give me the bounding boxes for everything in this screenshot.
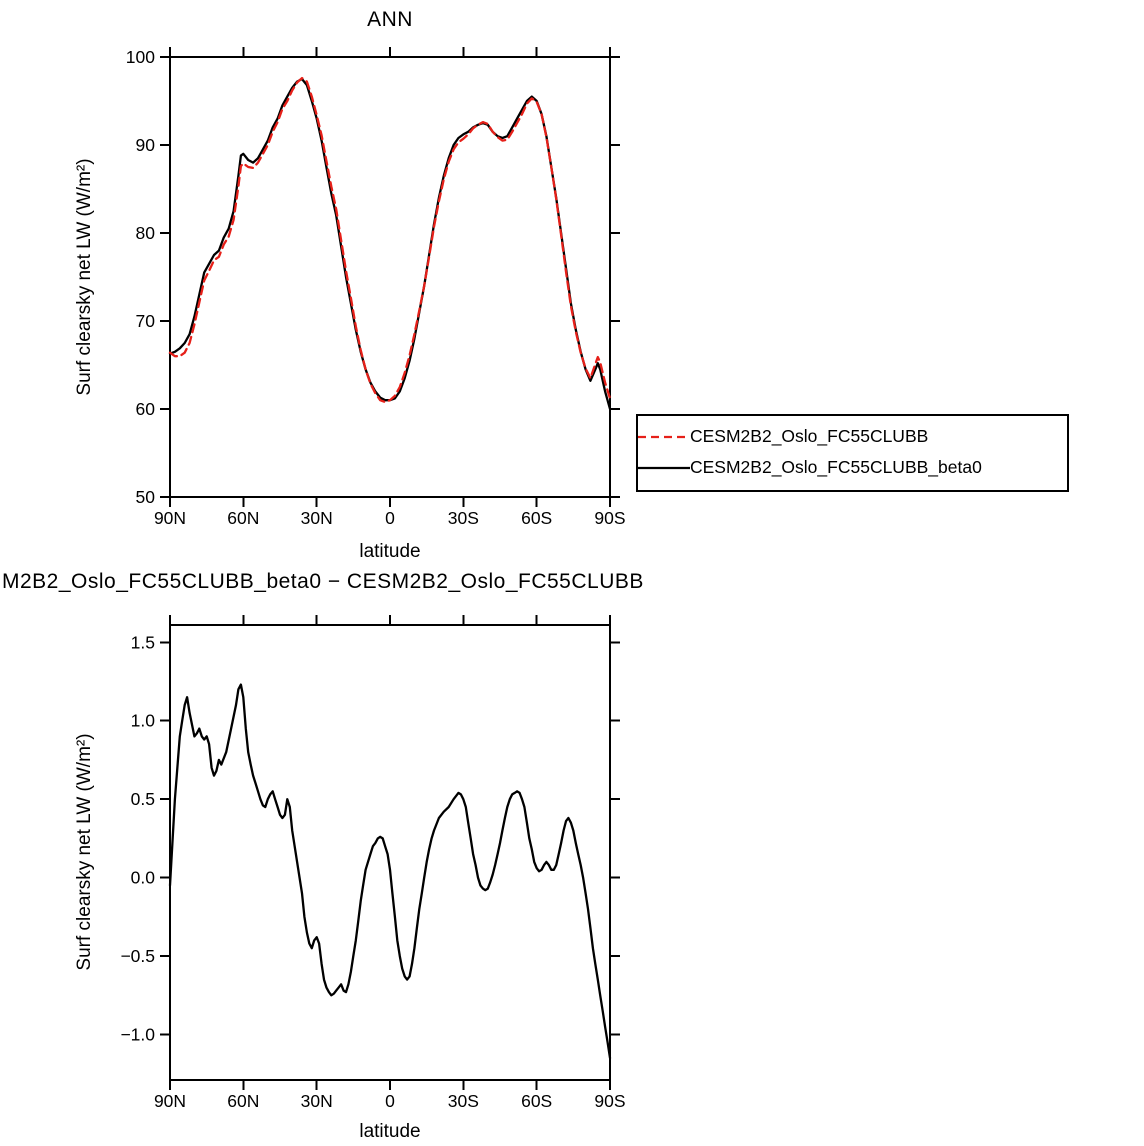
y-tick-label: 0.5: [131, 789, 155, 809]
x-tick-label: 0: [385, 1091, 395, 1111]
series-line-CESM2B2_Oslo_FC55CLUBB: [168, 76, 612, 404]
x-tick-label: 90N: [154, 1091, 186, 1111]
top-chart-title: ANN: [367, 8, 413, 31]
top-chart-xlabel: latitude: [359, 541, 421, 562]
y-tick-label: 50: [136, 487, 156, 507]
legend-entry-beta0: CESM2B2_Oslo_FC55CLUBB_beta0: [638, 452, 1067, 483]
x-tick-label: 90N: [154, 508, 186, 528]
x-tick-label: 60N: [227, 1091, 259, 1111]
y-tick-label: −1.0: [120, 1025, 155, 1045]
legend-label-base: CESM2B2_Oslo_FC55CLUBB: [690, 426, 929, 446]
x-tick-label: 90S: [594, 508, 625, 528]
legend-dashed-line-icon: [638, 435, 690, 438]
legend-entry-base: CESM2B2_Oslo_FC55CLUBB: [638, 421, 1067, 452]
x-tick-label: 90S: [594, 1091, 625, 1111]
y-tick-label: 0.0: [131, 868, 156, 888]
bottom-chart-title: M2B2_Oslo_FC55CLUBB_beta0 − CESM2B2_Oslo…: [2, 570, 644, 593]
y-tick-label: 90: [136, 135, 156, 155]
x-tick-label: 30N: [301, 1091, 333, 1111]
y-tick-label: −0.5: [120, 946, 155, 966]
x-tick-label: 60S: [521, 508, 552, 528]
y-tick-label: 80: [136, 223, 156, 243]
y-tick-label: 1.0: [131, 711, 156, 731]
y-tick-label: 60: [136, 399, 156, 419]
legend-solid-line-icon: [638, 466, 690, 469]
y-tick-label: 1.5: [131, 632, 155, 652]
plot-frame: [169, 624, 611, 1081]
bottom-chart-ylabel: Surf clearsky net LW (W/m²): [74, 733, 95, 971]
x-tick-label: 60N: [227, 508, 259, 528]
legend-label-beta0: CESM2B2_Oslo_FC55CLUBB_beta0: [690, 457, 982, 477]
x-tick-label: 30N: [301, 508, 333, 528]
bottom-chart-xlabel: latitude: [359, 1121, 421, 1142]
top-chart-ylabel: Surf clearsky net LW (W/m²): [74, 158, 95, 396]
x-tick-label: 60S: [521, 1091, 552, 1111]
x-tick-label: 0: [385, 508, 395, 528]
y-tick-label: 70: [136, 311, 156, 331]
series-line-difference_beta0_minus_base: [168, 683, 612, 1060]
x-tick-label: 30S: [448, 508, 479, 528]
legend-box: CESM2B2_Oslo_FC55CLUBB CESM2B2_Oslo_FC55…: [636, 414, 1069, 492]
y-tick-label: 100: [126, 47, 155, 67]
x-tick-label: 30S: [448, 1091, 479, 1111]
